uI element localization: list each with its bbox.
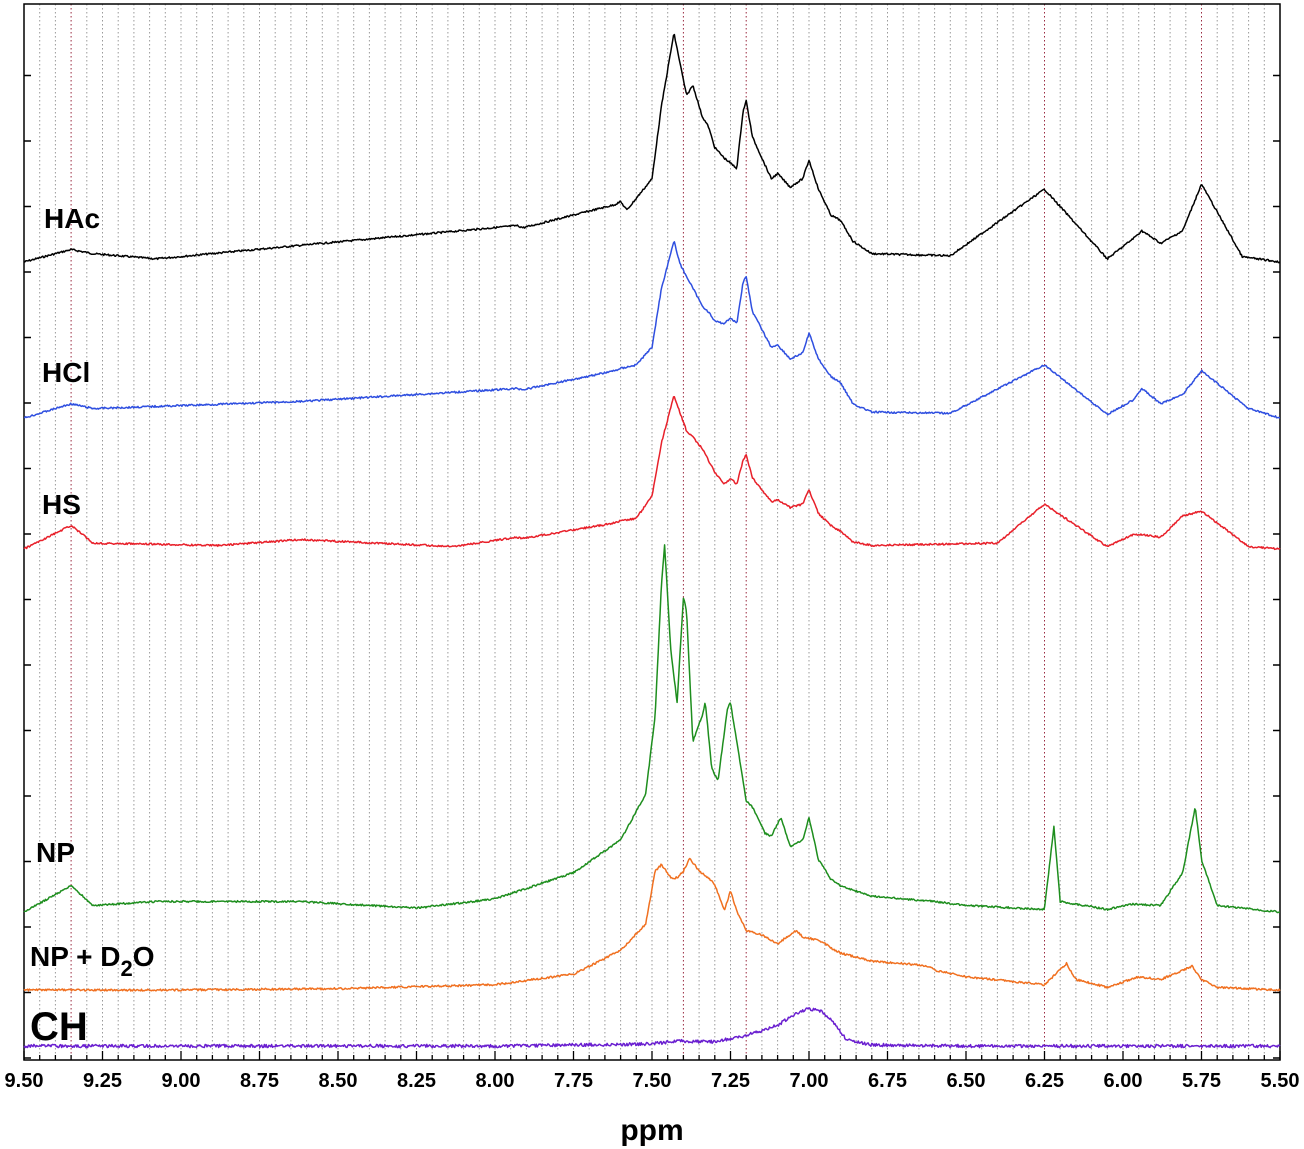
series-line-hac: [23, 33, 1281, 264]
series-line-np: [23, 544, 1280, 914]
x-tick-label: 5.75: [1182, 1070, 1221, 1092]
y-axis-ticks: [24, 74, 1280, 1059]
x-tick-label: 8.75: [240, 1070, 279, 1092]
vertical-grid: [39, 4, 1265, 1060]
x-axis-title: ppm: [620, 1114, 683, 1147]
x-tick-label: 7.50: [633, 1070, 672, 1092]
series-label-hac: HAc: [44, 203, 100, 234]
series-label-ch: CH: [30, 1005, 88, 1049]
series-line-ch: [23, 1007, 1281, 1049]
spectra-series: [23, 33, 1281, 1049]
x-tick-label: 9.00: [162, 1070, 201, 1092]
series-labels: HAc HCl HS NP NP + D2O CH: [30, 203, 155, 1049]
series-line-np-d2o: [23, 857, 1281, 992]
series-label-hs: HS: [42, 489, 81, 520]
x-tick-label: 8.50: [319, 1070, 358, 1092]
x-tick-label: 7.00: [790, 1070, 829, 1092]
series-line-hcl: [23, 241, 1281, 419]
series-line-hs: [23, 396, 1281, 551]
x-tick-label: 6.25: [1025, 1070, 1064, 1092]
x-tick-label: 6.50: [947, 1070, 986, 1092]
series-label-np-d2o: NP + D2O: [30, 941, 155, 981]
x-tick-label: 8.00: [476, 1070, 515, 1092]
x-tick-label: 8.25: [397, 1070, 436, 1092]
x-tick-label: 5.50: [1261, 1070, 1300, 1092]
series-label-np: NP: [36, 837, 75, 868]
x-tick-label: 9.50: [5, 1070, 44, 1092]
x-tick-label: 6.00: [1104, 1070, 1143, 1092]
x-tick-label: 7.25: [711, 1070, 750, 1092]
x-axis: 9.50 9.25 9.00 8.75 8.50 8.25 8.00 7.75 7.50 7.25…: [5, 1051, 1300, 1092]
x-tick-label: 7.75: [554, 1070, 593, 1092]
x-tick-label: 9.25: [83, 1070, 122, 1092]
series-label-hcl: HCl: [42, 357, 90, 388]
x-tick-label: 6.75: [868, 1070, 907, 1092]
